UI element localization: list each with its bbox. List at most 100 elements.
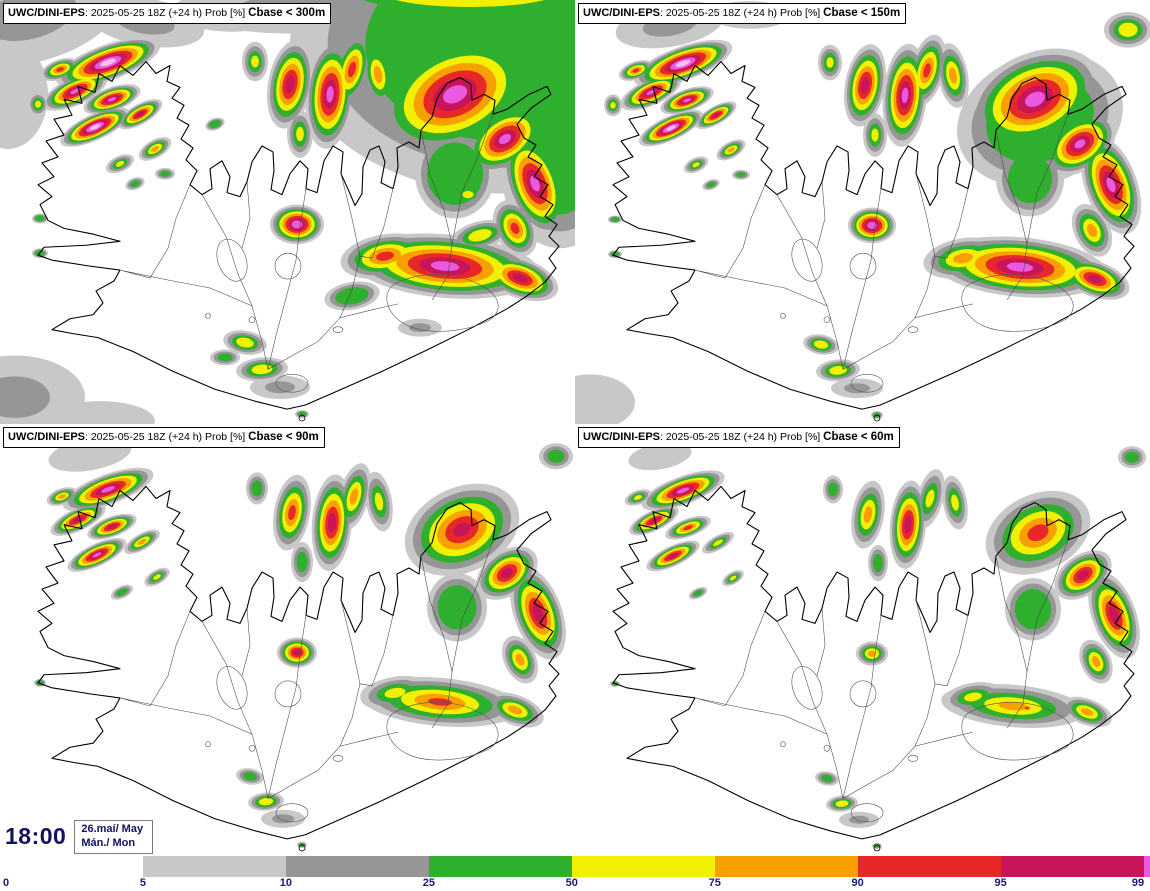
model-label: UWC/DINI-EPS (8, 431, 85, 443)
probability-contour (291, 220, 303, 229)
probability-contour (1106, 177, 1116, 193)
probability-field-layer (34, 436, 573, 848)
probability-contour (428, 698, 452, 706)
probability-contour (1007, 154, 1053, 204)
probability-contour (610, 101, 616, 109)
probability-contour (1080, 708, 1094, 716)
probability-contour (217, 353, 233, 362)
probability-contour (297, 411, 307, 417)
probability-contour (646, 89, 656, 96)
valid-day-line: Mán./ Mon (81, 837, 136, 850)
iceland-map (610, 442, 1146, 852)
probability-contour (251, 364, 273, 375)
probability-contour (860, 77, 870, 94)
probability-contour (729, 575, 737, 581)
probability-contour (150, 145, 160, 152)
probability-contour (1006, 262, 1034, 272)
probability-contour (265, 381, 295, 394)
probability-contour (1091, 656, 1101, 668)
probability-contour (813, 340, 829, 349)
colorbar-segment (1143, 856, 1150, 877)
probability-contour (251, 480, 263, 497)
probability-contour (258, 797, 274, 806)
probability-contour (964, 692, 982, 702)
probability-contour (949, 67, 957, 84)
colorbar (0, 856, 1150, 877)
probability-contour (1014, 589, 1052, 630)
iceland-map (0, 0, 575, 424)
probability-contour (1074, 139, 1086, 149)
probability-contour (285, 75, 295, 94)
panel-title: UWC/DINI-EPS: 2025-05-25 18Z (+24 h) Pro… (578, 3, 907, 24)
model-label: UWC/DINI-EPS (583, 7, 660, 19)
probability-contour (116, 588, 128, 596)
probability-contour (675, 59, 691, 68)
probability-contour (923, 63, 931, 78)
colorbar-segment (142, 856, 286, 877)
probability-contour (676, 487, 690, 494)
probability-contour (35, 100, 41, 108)
colorbar-ticks: 0 5 10 25 50 75 90 95 99 (0, 877, 1150, 891)
probability-contour (72, 516, 84, 523)
probability-contour (243, 772, 257, 781)
map-panel-cbase-150m: UWC/DINI-EPS: 2025-05-25 18Z (+24 h) Pro… (575, 0, 1150, 424)
probability-contour (56, 67, 64, 72)
probability-contour (863, 506, 873, 524)
probability-contour (137, 538, 147, 545)
colorbar-segment (285, 856, 429, 877)
threshold-label: Cbase < 90m (248, 431, 319, 443)
probability-contour (327, 513, 337, 533)
probability-contour (1125, 451, 1139, 463)
probability-field-layer (0, 0, 575, 424)
colorbar-tick: 50 (565, 877, 578, 889)
probability-contour (1025, 91, 1045, 107)
colorbar-segment (714, 856, 858, 877)
probability-contour (296, 551, 308, 573)
probability-contour (115, 160, 125, 167)
probability-contour (871, 128, 879, 142)
probability-contour (610, 217, 620, 222)
probability-contour (727, 147, 735, 153)
probability-contour (512, 273, 528, 283)
probability-contour (515, 653, 525, 666)
probability-contour (706, 181, 716, 188)
run-info-label: : 2025-05-25 18Z (+24 h) Prob [%] (85, 7, 249, 19)
iceland-map (575, 0, 1150, 424)
probability-contour (736, 172, 746, 178)
probability-contour (107, 97, 117, 102)
probability-contour (901, 87, 909, 104)
probability-contour (628, 442, 692, 471)
probability-contour (867, 221, 877, 229)
probability-contour (829, 365, 847, 375)
probability-contour (904, 515, 912, 534)
colorbar-segment (857, 856, 1001, 877)
probability-contour (575, 374, 635, 424)
run-info-label: : 2025-05-25 18Z (+24 h) Prob [%] (660, 7, 824, 19)
probability-contour (296, 126, 304, 142)
probability-contour (293, 649, 301, 656)
probability-contour (35, 215, 45, 222)
colorbar-tick: 5 (139, 877, 146, 889)
probability-contour (0, 376, 50, 419)
probability-contour (160, 170, 170, 177)
probability-contour (384, 687, 406, 698)
probability-contour (873, 553, 883, 573)
probability-contour (251, 55, 259, 68)
threshold-label: Cbase < 60m (823, 431, 894, 443)
probability-contour (500, 567, 514, 579)
colorbar-tick: 99 (1131, 877, 1145, 889)
probability-contour (844, 383, 870, 394)
panel-title: UWC/DINI-EPS: 2025-05-25 18Z (+24 h) Pro… (578, 427, 900, 448)
probability-contour (683, 98, 691, 103)
probability-contour (530, 175, 540, 192)
panel-title: UWC/DINI-EPS: 2025-05-25 18Z (+24 h) Pro… (3, 427, 325, 448)
valid-date: 26.maí/ May Mán./ Mon (74, 820, 154, 854)
probability-contour (468, 229, 492, 242)
probability-contour (288, 505, 296, 521)
probability-contour (236, 337, 254, 348)
probability-contour (462, 191, 474, 199)
colorbar-segment (1000, 856, 1144, 877)
probability-contour (395, 0, 545, 7)
probability-contour (532, 604, 544, 623)
